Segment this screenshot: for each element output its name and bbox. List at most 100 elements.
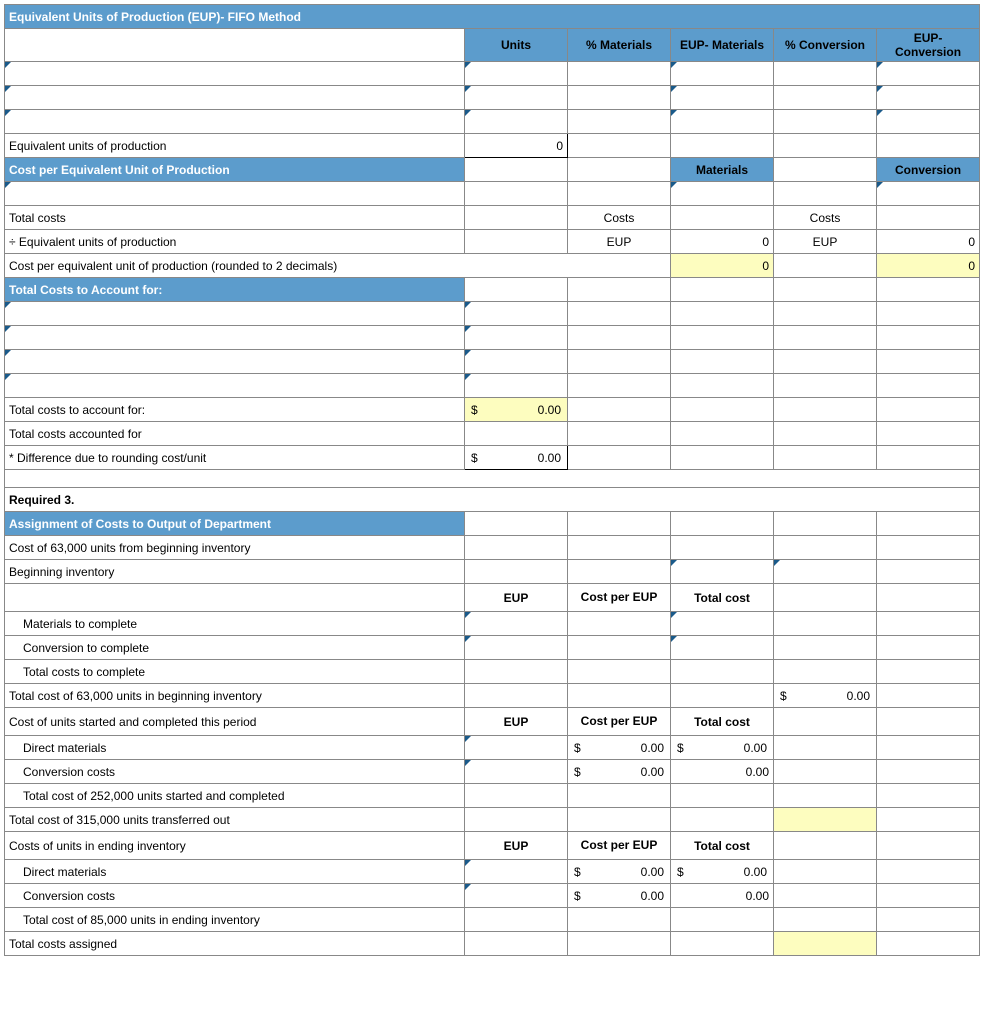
input-row[interactable] (5, 350, 465, 374)
input-cell[interactable] (465, 302, 568, 326)
dropdown-icon[interactable] (465, 110, 471, 116)
input-cell[interactable] (465, 884, 568, 908)
input-cell[interactable] (774, 86, 877, 110)
dropdown-icon[interactable] (5, 326, 11, 332)
cc2-cpe[interactable]: $0.00 (568, 884, 671, 908)
cc-total[interactable]: 0.00 (671, 760, 774, 784)
input-cell[interactable] (877, 62, 980, 86)
dropdown-icon[interactable] (671, 110, 677, 116)
eup-conv-val[interactable]: 0 (877, 230, 980, 254)
dropdown-icon[interactable] (671, 560, 677, 566)
input-cell[interactable] (774, 560, 877, 584)
dropdown-icon[interactable] (671, 62, 677, 68)
input-row[interactable] (5, 110, 465, 134)
dm2-total[interactable]: $0.00 (671, 860, 774, 884)
dropdown-icon[interactable] (671, 612, 677, 618)
input-cell[interactable] (465, 326, 568, 350)
input-cell[interactable] (465, 86, 568, 110)
input-cell[interactable] (465, 860, 568, 884)
eup-units[interactable]: 0 (465, 134, 568, 158)
cc2-total[interactable]: 0.00 (671, 884, 774, 908)
input-row[interactable] (5, 62, 465, 86)
input-cell[interactable] (671, 560, 774, 584)
input-cell[interactable] (671, 62, 774, 86)
cell[interactable] (671, 134, 774, 158)
dropdown-icon[interactable] (5, 182, 11, 188)
input-cell[interactable] (465, 350, 568, 374)
dm-total[interactable]: $0.00 (671, 736, 774, 760)
input-cell[interactable] (671, 636, 774, 660)
dropdown-icon[interactable] (465, 302, 471, 308)
dropdown-icon[interactable] (5, 86, 11, 92)
cpu-mat[interactable]: 0 (671, 254, 774, 278)
input-cell[interactable] (877, 206, 980, 230)
dropdown-icon[interactable] (465, 374, 471, 380)
input-cell[interactable] (568, 636, 671, 660)
dropdown-icon[interactable] (877, 86, 883, 92)
input-cell[interactable] (568, 612, 671, 636)
dropdown-icon[interactable] (5, 374, 11, 380)
dm2-cpe[interactable]: $0.00 (568, 860, 671, 884)
total-315k-val[interactable] (774, 808, 877, 832)
total-account-val[interactable]: $0.00 (465, 398, 568, 422)
assigned-val[interactable] (774, 932, 877, 956)
input-cell[interactable] (671, 182, 774, 206)
dropdown-icon[interactable] (877, 110, 883, 116)
dropdown-icon[interactable] (671, 86, 677, 92)
dropdown-icon[interactable] (465, 86, 471, 92)
input-cell[interactable] (877, 110, 980, 134)
input-cell[interactable] (568, 62, 671, 86)
dropdown-icon[interactable] (465, 612, 471, 618)
cpu-conv[interactable]: 0 (877, 254, 980, 278)
input-cell[interactable] (465, 636, 568, 660)
dropdown-icon[interactable] (5, 110, 11, 116)
input-row[interactable] (5, 182, 465, 206)
total-63k-val[interactable]: $0.00 (774, 684, 877, 708)
dropdown-icon[interactable] (671, 182, 677, 188)
input-cell[interactable] (671, 784, 774, 808)
dropdown-icon[interactable] (465, 736, 471, 742)
input-cell[interactable] (774, 110, 877, 134)
dropdown-icon[interactable] (465, 760, 471, 766)
input-cell[interactable] (671, 206, 774, 230)
input-cell[interactable] (465, 736, 568, 760)
dm-cpe[interactable]: $0.00 (568, 736, 671, 760)
dropdown-icon[interactable] (774, 560, 780, 566)
input-cell[interactable] (465, 422, 568, 446)
input-cell[interactable] (671, 86, 774, 110)
input-cell[interactable] (465, 760, 568, 784)
dropdown-icon[interactable] (465, 636, 471, 642)
dropdown-icon[interactable] (465, 350, 471, 356)
input-cell[interactable] (671, 612, 774, 636)
cell[interactable] (877, 134, 980, 158)
dropdown-icon[interactable] (5, 62, 11, 68)
input-cell[interactable] (465, 110, 568, 134)
input-row[interactable] (5, 326, 465, 350)
diff-val[interactable]: $0.00 (465, 446, 568, 470)
input-cell[interactable] (671, 660, 774, 684)
input-cell[interactable] (877, 182, 980, 206)
dropdown-icon[interactable] (5, 302, 11, 308)
dropdown-icon[interactable] (5, 350, 11, 356)
input-cell[interactable] (465, 374, 568, 398)
input-cell[interactable] (465, 612, 568, 636)
dropdown-icon[interactable] (671, 636, 677, 642)
input-row[interactable] (5, 374, 465, 398)
input-cell[interactable] (774, 62, 877, 86)
dropdown-icon[interactable] (465, 326, 471, 332)
input-row[interactable] (5, 302, 465, 326)
input-cell[interactable] (568, 110, 671, 134)
input-cell[interactable] (877, 86, 980, 110)
cc-cpe[interactable]: $0.00 (568, 760, 671, 784)
input-cell[interactable] (465, 62, 568, 86)
input-row[interactable] (5, 86, 465, 110)
dropdown-icon[interactable] (465, 62, 471, 68)
total-85k-val[interactable] (774, 908, 877, 932)
eup-mat-val[interactable]: 0 (671, 230, 774, 254)
dropdown-icon[interactable] (465, 884, 471, 890)
dropdown-icon[interactable] (465, 860, 471, 866)
dropdown-icon[interactable] (877, 182, 883, 188)
input-cell[interactable] (568, 86, 671, 110)
input-cell[interactable] (671, 110, 774, 134)
dropdown-icon[interactable] (877, 62, 883, 68)
